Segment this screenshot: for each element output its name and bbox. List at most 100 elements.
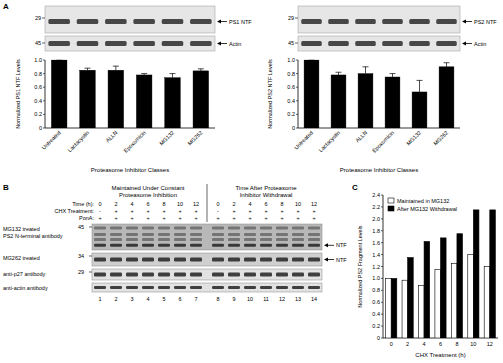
y-tick bbox=[381, 314, 383, 315]
y-tick-label: 0.4 bbox=[372, 311, 380, 317]
row-value: 0 bbox=[98, 201, 101, 207]
x-tick-label: MG132 bbox=[405, 129, 422, 146]
band bbox=[162, 19, 184, 24]
band bbox=[94, 286, 106, 289]
blot-label: MG262 treated bbox=[3, 255, 40, 261]
band bbox=[190, 19, 212, 24]
y-tick bbox=[381, 218, 383, 219]
y-tick bbox=[381, 206, 383, 207]
band bbox=[260, 244, 272, 247]
y-tick-label: 0.6 bbox=[34, 84, 42, 90]
marker-tick bbox=[42, 43, 45, 44]
band bbox=[158, 226, 170, 229]
lane-number: 14 bbox=[311, 296, 317, 302]
band bbox=[308, 233, 320, 236]
band bbox=[158, 258, 170, 262]
bar bbox=[136, 75, 152, 128]
size-marker: 45 bbox=[35, 40, 41, 46]
y-tick-label: 1.6 bbox=[372, 240, 380, 246]
row-value: 10 bbox=[177, 201, 183, 207]
band bbox=[94, 244, 106, 247]
band bbox=[174, 244, 186, 247]
blot-frame bbox=[45, 6, 215, 33]
band bbox=[110, 273, 122, 277]
x-tick-label: ALLN bbox=[105, 129, 119, 143]
band bbox=[48, 41, 70, 46]
arrow-head bbox=[324, 243, 328, 247]
band bbox=[228, 244, 240, 247]
band bbox=[436, 19, 457, 24]
bar bbox=[484, 267, 490, 339]
error-line bbox=[365, 67, 366, 74]
band bbox=[228, 226, 240, 229]
error-cap bbox=[390, 73, 396, 74]
blot-frame bbox=[298, 36, 460, 51]
band bbox=[174, 258, 186, 262]
size-marker: 45 bbox=[288, 40, 294, 46]
x-tick-label: 8 bbox=[455, 341, 458, 347]
lane-number: 8 bbox=[216, 296, 219, 302]
size-marker: 45 bbox=[78, 224, 84, 230]
error-cap bbox=[417, 80, 423, 81]
band bbox=[190, 244, 202, 247]
bar bbox=[473, 210, 479, 338]
error-bar bbox=[56, 60, 62, 61]
panel-label: C bbox=[352, 183, 358, 192]
row-value: 4 bbox=[130, 201, 133, 207]
x-tick-label: Untreated bbox=[293, 129, 314, 150]
band bbox=[158, 286, 170, 289]
y-tick bbox=[43, 73, 45, 74]
y-tick-label: 0.6 bbox=[287, 84, 295, 90]
row-value: 8 bbox=[162, 201, 165, 207]
error-cap bbox=[113, 66, 119, 67]
y-tick bbox=[43, 128, 45, 129]
row-value: + bbox=[264, 208, 267, 214]
arrow-head bbox=[217, 42, 221, 46]
arrow bbox=[327, 259, 334, 260]
y-tick-label: 2.4 bbox=[372, 192, 380, 198]
arrow bbox=[465, 21, 472, 22]
band bbox=[190, 238, 202, 241]
x-axis-label: Proteasome Inhibitor Classes bbox=[340, 167, 418, 173]
arrow bbox=[327, 245, 334, 246]
row-value: 6 bbox=[264, 201, 267, 207]
bar bbox=[108, 70, 124, 128]
band bbox=[292, 244, 304, 247]
y-axis-label: Normalized PS2 Fragment Levels bbox=[357, 225, 363, 307]
error-cap bbox=[336, 72, 342, 73]
y-tick-label: 2.0 bbox=[372, 216, 380, 222]
band bbox=[133, 41, 155, 46]
band bbox=[212, 238, 224, 241]
marker-tick bbox=[295, 43, 298, 44]
row-value: + bbox=[162, 215, 165, 221]
band bbox=[126, 258, 138, 262]
band bbox=[276, 258, 288, 262]
band bbox=[276, 273, 288, 277]
band bbox=[190, 41, 212, 46]
lane-number: 4 bbox=[146, 296, 149, 302]
y-tick bbox=[296, 128, 298, 129]
bar bbox=[412, 92, 427, 128]
marks bbox=[304, 60, 454, 128]
x-tick-label: Epoxomicin bbox=[123, 129, 147, 153]
blot-label: PS2 N-terminal antibody bbox=[3, 233, 63, 239]
band-label: NTF bbox=[336, 257, 347, 263]
band bbox=[190, 273, 202, 277]
band bbox=[292, 286, 304, 289]
divider bbox=[207, 184, 208, 222]
band bbox=[174, 226, 186, 229]
band bbox=[260, 226, 272, 229]
marker-tick bbox=[42, 18, 45, 19]
bar bbox=[358, 74, 373, 128]
chart: 00.20.40.60.81.0Normalized PS2 NTF Level… bbox=[267, 57, 460, 173]
row-label: Time (h): bbox=[72, 201, 94, 207]
band bbox=[94, 273, 106, 277]
band bbox=[260, 233, 272, 236]
band bbox=[382, 19, 403, 24]
y-tick-label: 0.2 bbox=[287, 111, 295, 117]
y-tick-label: 1.0 bbox=[372, 275, 380, 281]
lane-number: 12 bbox=[279, 296, 285, 302]
row-value: + bbox=[280, 208, 283, 214]
blot: 29PS1 NTF45Actin bbox=[35, 6, 252, 51]
band bbox=[133, 19, 155, 24]
